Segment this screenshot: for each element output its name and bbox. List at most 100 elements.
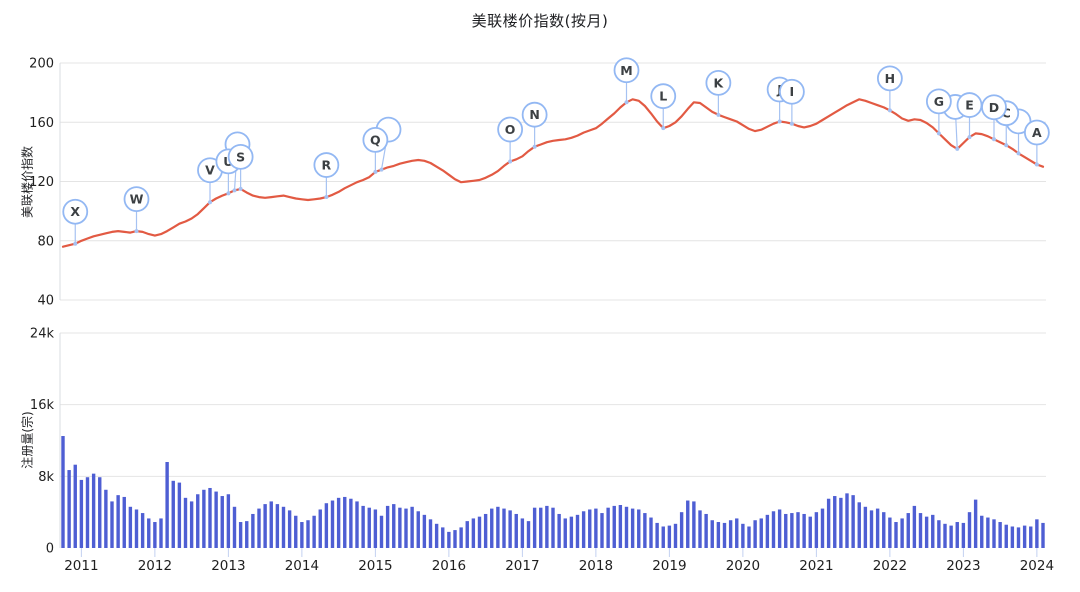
registration-bar — [918, 513, 923, 548]
marker-R[interactable]: R — [313, 152, 340, 200]
marker-G[interactable]: G — [925, 88, 952, 136]
x-tick-label: 2023 — [946, 558, 980, 574]
registration-bar — [710, 520, 714, 548]
marker-anchor-dot — [661, 126, 666, 131]
marker-balloon — [925, 88, 952, 115]
y-tick-label: 8k — [38, 470, 54, 485]
registration-bar — [324, 503, 329, 548]
marker-H[interactable]: H — [876, 65, 903, 113]
registration-bar — [392, 504, 396, 548]
marker-anchor-dot — [226, 191, 231, 196]
x-tick-label: 2024 — [1020, 558, 1054, 574]
registration-bar — [802, 513, 806, 548]
registration-bar — [826, 498, 831, 548]
registration-bar — [765, 514, 770, 548]
marker-E[interactable]: E — [956, 92, 983, 140]
registration-bar — [189, 501, 194, 548]
registration-bar — [649, 517, 653, 548]
x-tick-label: 2011 — [64, 558, 98, 574]
registration-bar — [336, 497, 341, 548]
marker-balloon — [227, 144, 254, 170]
marker-anchor-dot — [1004, 143, 1009, 148]
registration-bar — [673, 523, 678, 548]
registration-bar — [128, 506, 133, 548]
marker-I[interactable]: I — [778, 78, 805, 126]
marker-A[interactable]: A — [1023, 119, 1050, 167]
registration-bar — [122, 496, 126, 548]
registration-bar — [220, 496, 224, 548]
registration-bar — [686, 500, 690, 548]
x-tick-label: 2017 — [505, 558, 539, 574]
registrations-chart: 24k 16k 8k 0 — [30, 327, 1046, 557]
marker-D[interactable]: D — [981, 94, 1007, 142]
registration-bar — [226, 494, 231, 548]
registration-bar — [147, 518, 151, 548]
registration-bar — [257, 508, 261, 548]
registration-bar — [134, 509, 139, 548]
marker-W[interactable]: W — [123, 186, 150, 234]
y-tick-label: 160 — [29, 116, 54, 131]
registration-bar — [1010, 526, 1015, 548]
marker-anchor-dot — [716, 112, 721, 117]
marker-balloon — [62, 198, 89, 225]
marker-C[interactable]: C — [993, 100, 1020, 148]
registration-bar — [79, 479, 84, 548]
registration-bar — [98, 477, 102, 548]
registration-bar — [404, 508, 408, 548]
registration-bar — [269, 501, 273, 548]
registration-bar — [1016, 527, 1021, 548]
marker-anchor-dot — [1016, 151, 1021, 156]
registration-bar — [973, 499, 978, 548]
marker-anchor-dot — [955, 146, 960, 151]
marker-M[interactable]: M — [613, 57, 640, 105]
marker-letter: S — [236, 149, 245, 164]
marker-K[interactable]: K — [705, 69, 732, 117]
registration-bar — [630, 508, 635, 548]
price-index-y-axis-title: 美联楼价指数 — [20, 145, 35, 219]
marker-X[interactable]: X — [62, 198, 89, 246]
registration-bar — [245, 521, 249, 548]
marker-letter: X — [70, 204, 80, 219]
y-tick-label: 24k — [30, 327, 55, 342]
registration-bar — [575, 514, 580, 548]
chart-title: 美联楼价指数(按月) — [471, 12, 609, 30]
registration-bar — [924, 516, 929, 548]
marker-S[interactable]: S — [227, 144, 254, 191]
marker-letter: K — [714, 75, 725, 90]
registration-bar — [526, 521, 531, 548]
registration-bar — [477, 516, 482, 548]
marker-anchor-dot — [1034, 162, 1039, 167]
registration-bar — [520, 518, 525, 548]
registration-bar — [661, 526, 665, 548]
marker-anchor-dot — [238, 186, 243, 191]
registration-bar — [931, 514, 935, 548]
marker-anchor-dot — [73, 241, 78, 246]
x-tick-label: 2020 — [726, 558, 760, 574]
marker-anchor-dot — [508, 159, 513, 164]
price-index-chart: 200 160 120 80 40 — [29, 57, 1046, 309]
y-tick-label: 40 — [37, 294, 54, 309]
marker-balloon — [362, 126, 389, 153]
registration-bar — [618, 505, 623, 548]
registration-bar — [600, 513, 604, 548]
marker-anchor-dot — [967, 135, 972, 140]
marker-balloon — [778, 78, 805, 105]
registration-bar — [992, 519, 996, 548]
x-tick-label: 2013 — [211, 558, 245, 574]
registration-bar — [416, 511, 420, 548]
marker-O[interactable]: O — [497, 116, 524, 164]
registration-bar — [888, 517, 892, 548]
registration-bar — [349, 498, 353, 548]
marker-anchor-dot — [532, 144, 537, 149]
registration-bars — [61, 436, 1045, 548]
registration-bar — [557, 513, 561, 548]
marker-Q[interactable]: Q — [362, 126, 389, 174]
registration-bar — [820, 508, 825, 548]
marker-letter: N — [529, 107, 539, 122]
marker-N[interactable]: N — [521, 101, 548, 149]
registration-bar — [869, 510, 874, 548]
registration-bar — [483, 513, 488, 548]
marker-letter: W — [130, 192, 144, 207]
marker-L[interactable]: L — [650, 83, 677, 131]
registration-bar — [490, 508, 494, 548]
